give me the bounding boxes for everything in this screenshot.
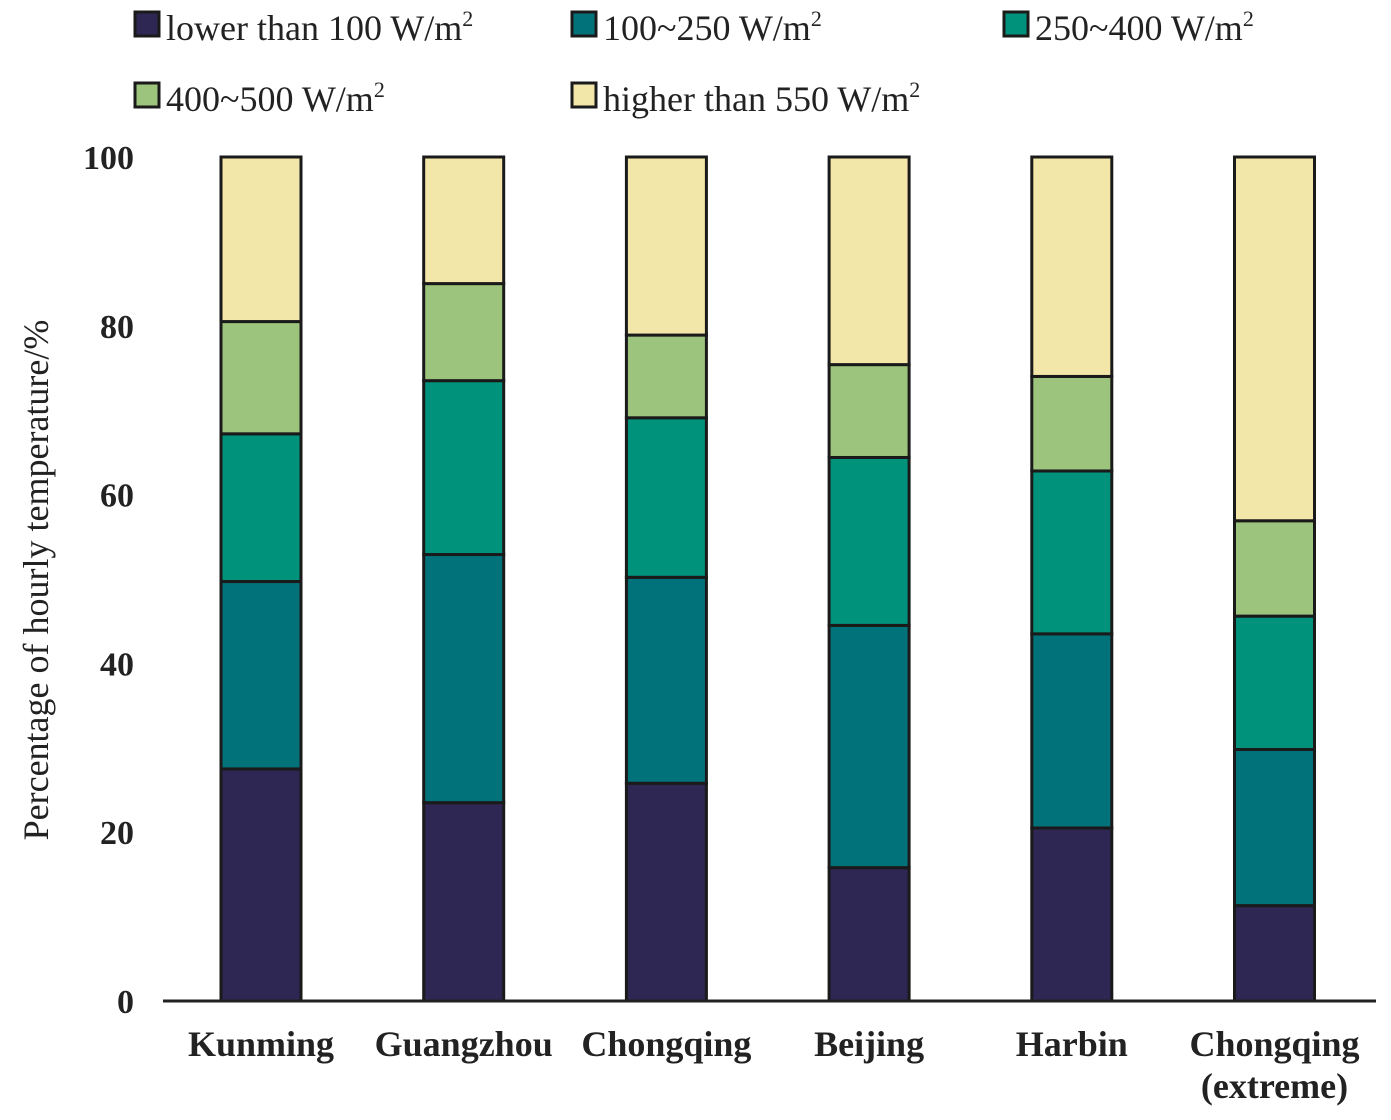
legend-swatch bbox=[133, 81, 161, 109]
bar-segment bbox=[827, 155, 911, 367]
bar-segment bbox=[219, 155, 303, 324]
bar-segment bbox=[1233, 519, 1316, 618]
bar-stack-chongqing-extreme bbox=[1233, 155, 1316, 1003]
bar-segment bbox=[1030, 632, 1114, 830]
bar-segment bbox=[827, 363, 911, 459]
x-category-label: Beijing bbox=[814, 1024, 924, 1064]
bar-segment bbox=[1030, 374, 1114, 473]
bar-segment bbox=[422, 553, 506, 805]
bar-segment bbox=[827, 455, 911, 627]
bar-segment bbox=[1030, 469, 1114, 636]
bar-stack-beijing bbox=[827, 155, 911, 1003]
bar-segment bbox=[827, 623, 911, 870]
legend-swatch bbox=[133, 10, 161, 38]
bar-segment bbox=[624, 333, 708, 420]
bar-segment bbox=[1233, 155, 1316, 523]
bar-segment bbox=[1030, 826, 1114, 1003]
y-tick-label: 40 bbox=[100, 646, 134, 683]
x-category-label: Chongqing bbox=[581, 1024, 751, 1064]
y-axis-ticks: 0 20 40 60 80 100 bbox=[83, 140, 134, 1021]
legend-item-2: 100~250 W/m2 bbox=[570, 6, 822, 48]
bar-segment bbox=[422, 801, 506, 1003]
legend: lower than 100 W/m2 100~250 W/m2 250~400 W… bbox=[133, 6, 1254, 119]
legend-swatch bbox=[570, 81, 598, 109]
bar-segment bbox=[219, 767, 303, 1003]
legend-item-4: 400~500 W/m2 bbox=[133, 77, 385, 119]
legend-item-3: 250~400 W/m2 bbox=[1002, 6, 1254, 48]
x-category-label: Chongqing (extreme) bbox=[1189, 1024, 1359, 1106]
legend-label: 100~250 W/m2 bbox=[603, 6, 822, 48]
bar-stack-chongqing bbox=[624, 155, 708, 1003]
bar-segment bbox=[219, 320, 303, 436]
y-tick-label: 100 bbox=[83, 140, 134, 177]
bar-segment bbox=[1233, 747, 1316, 908]
legend-label: higher than 550 W/m2 bbox=[603, 77, 920, 119]
y-tick-label: 20 bbox=[100, 815, 134, 852]
bar-segment bbox=[624, 781, 708, 1003]
legend-label: 250~400 W/m2 bbox=[1035, 6, 1254, 48]
legend-swatch bbox=[1002, 10, 1030, 38]
x-axis-categories: Kunming Guangzhou Chongqing Beijing Harbin Ch… bbox=[188, 1024, 1360, 1106]
bar-segment bbox=[422, 282, 506, 383]
y-tick-label: 80 bbox=[100, 309, 134, 346]
bar-stack-guangzhou bbox=[422, 155, 506, 1003]
bar-stack-harbin bbox=[1030, 155, 1114, 1003]
bar-segment bbox=[624, 155, 708, 337]
x-category-label: Guangzhou bbox=[375, 1024, 553, 1064]
bar-segment bbox=[1030, 155, 1114, 378]
legend-item-5: higher than 550 W/m2 bbox=[570, 77, 920, 119]
bar-segment bbox=[422, 155, 506, 286]
bar-segment bbox=[219, 580, 303, 771]
legend-label: 400~500 W/m2 bbox=[166, 77, 385, 119]
y-tick-label: 60 bbox=[100, 478, 134, 515]
bar-segment bbox=[624, 416, 708, 579]
y-axis-title: Percentage of hourly temperature/% bbox=[16, 320, 56, 841]
y-tick-label: 0 bbox=[117, 984, 134, 1021]
bar-segment bbox=[1233, 614, 1316, 751]
bar-stack-kunming bbox=[219, 155, 303, 1003]
bar-segment bbox=[624, 575, 708, 785]
bar-segment bbox=[1233, 904, 1316, 1003]
bars bbox=[219, 155, 1316, 1003]
x-category-label: Harbin bbox=[1016, 1024, 1128, 1064]
bar-segment bbox=[827, 866, 911, 1003]
bar-segment bbox=[219, 432, 303, 584]
legend-swatch bbox=[570, 10, 598, 38]
legend-item-1: lower than 100 W/m2 bbox=[133, 6, 473, 48]
legend-label: lower than 100 W/m2 bbox=[166, 6, 473, 48]
x-category-label: Kunming bbox=[188, 1024, 334, 1064]
bar-segment bbox=[422, 379, 506, 557]
